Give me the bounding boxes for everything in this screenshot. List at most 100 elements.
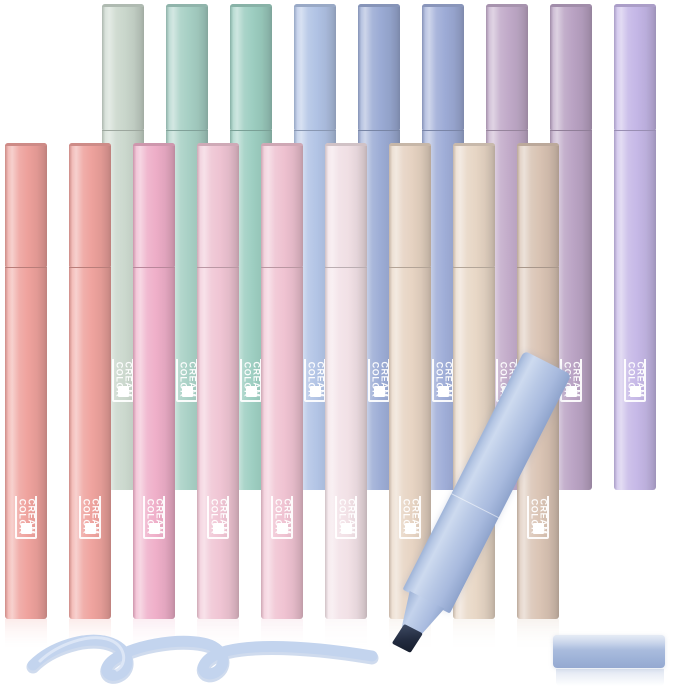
pen-body — [5, 267, 47, 619]
pen-cap — [325, 143, 367, 267]
pen-cap-seam — [517, 267, 559, 268]
pen-cap-seam — [422, 130, 464, 131]
pen-cap-crown — [230, 4, 272, 7]
pen-cap-seam — [69, 267, 111, 268]
pen-cap-crown — [389, 143, 431, 146]
pen-cap-crown — [261, 143, 303, 146]
pen-cap-seam — [166, 130, 208, 131]
pen-cap-crown — [5, 143, 47, 146]
pen-cap-seam — [325, 267, 367, 268]
pen-cap — [486, 4, 528, 130]
pen-cap-seam — [389, 267, 431, 268]
pen-cap — [422, 4, 464, 130]
pen-cap — [550, 4, 592, 130]
label-color-swatch — [213, 523, 224, 534]
pen-cap-seam — [102, 130, 144, 131]
pen-cap-seam — [197, 267, 239, 268]
pen-body — [614, 130, 656, 490]
pen-cap — [389, 143, 431, 267]
highlighter-pen-coral-pink: CREAM COLOR — [5, 143, 47, 619]
label-color-swatch — [566, 386, 577, 397]
label-color-swatch — [85, 523, 96, 534]
pen-cap-crown — [550, 4, 592, 7]
label-color-swatch — [405, 523, 416, 534]
pen-cap — [69, 143, 111, 267]
label-color-swatch — [341, 523, 352, 534]
pen-cap-crown — [69, 143, 111, 146]
label-color-swatch — [438, 386, 449, 397]
pen-body — [261, 267, 303, 619]
pen-cap-crown — [197, 143, 239, 146]
pen-cap-crown — [453, 143, 495, 146]
pen-cap-seam — [358, 130, 400, 131]
pen-cap-seam — [261, 267, 303, 268]
detached-cap-reflection — [556, 669, 664, 686]
pen-cap-crown — [517, 143, 559, 146]
pen-cap — [261, 143, 303, 267]
label-color-swatch — [118, 386, 129, 397]
label-color-swatch — [149, 523, 160, 534]
detached-cap — [553, 635, 665, 668]
pen-cap-seam — [294, 130, 336, 131]
pen-reflection — [325, 619, 367, 653]
highlighter-pen-soft-pink: CREAM COLOR — [197, 143, 239, 619]
pen-cap-crown — [358, 4, 400, 7]
pen-cap-crown — [325, 143, 367, 146]
label-color-swatch — [277, 523, 288, 534]
label-color-swatch — [246, 386, 257, 397]
pen-cap-seam — [5, 267, 47, 268]
pen-body — [197, 267, 239, 619]
pen-cap — [166, 4, 208, 130]
label-color-swatch — [182, 386, 193, 397]
pen-reflection — [133, 619, 175, 653]
highlighter-pen-blush-pink: CREAM COLOR — [261, 143, 303, 619]
highlighter-pen-taupe-tan: CREAM COLOR — [517, 143, 559, 619]
pen-cap — [5, 143, 47, 267]
pen-reflection — [261, 619, 303, 653]
highlighter-pen-pale-pink: CREAM COLOR — [325, 143, 367, 619]
pen-cap — [102, 4, 144, 130]
label-color-swatch — [533, 523, 544, 534]
foreground-pen-seam — [451, 493, 499, 519]
highlighter-pen-salmon-pink: CREAM COLOR — [69, 143, 111, 619]
pen-cap — [230, 4, 272, 130]
pen-cap-seam — [133, 267, 175, 268]
pen-cap-crown — [133, 143, 175, 146]
pen-cap-seam — [614, 130, 656, 131]
label-color-swatch — [21, 523, 32, 534]
label-color-swatch — [310, 386, 321, 397]
pen-cap — [517, 143, 559, 267]
pen-reflection — [5, 619, 47, 653]
pen-cap-crown — [166, 4, 208, 7]
pen-cap-seam — [486, 130, 528, 131]
pen-reflection — [69, 619, 111, 653]
pen-cap-seam — [550, 130, 592, 131]
pen-cap — [133, 143, 175, 267]
drawn-wave-stroke — [26, 634, 379, 684]
highlighter-pen-rose-pink: CREAM COLOR — [133, 143, 175, 619]
pen-reflection — [197, 619, 239, 653]
pen-body — [133, 267, 175, 619]
pen-cap-crown — [486, 4, 528, 7]
label-color-swatch — [374, 386, 385, 397]
pen-cap — [294, 4, 336, 130]
pen-reflection — [453, 619, 495, 653]
pen-cap-crown — [294, 4, 336, 7]
pen-cap-crown — [102, 4, 144, 7]
